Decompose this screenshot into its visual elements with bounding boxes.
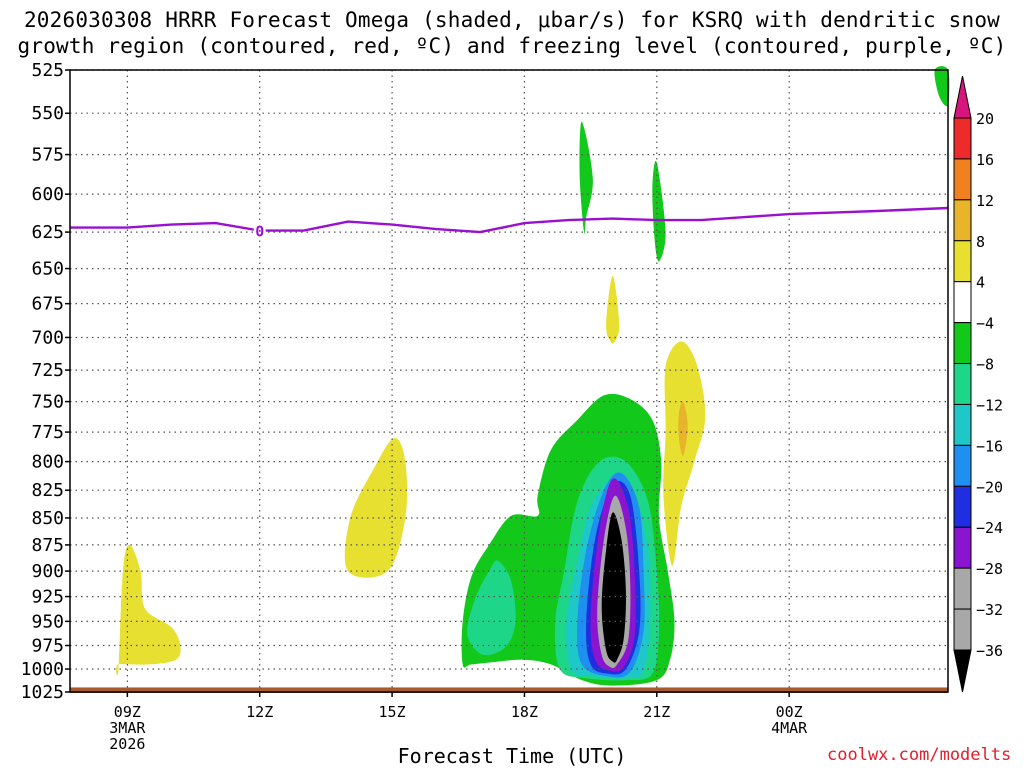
y-tick-label: 850 (31, 508, 64, 529)
omega-region-black-core (601, 512, 626, 663)
x-tick-label: 00Z (776, 703, 803, 721)
y-tick-label: 825 (31, 480, 64, 501)
y-tick-label: 525 (31, 60, 64, 81)
y-tick-label: 600 (31, 184, 64, 205)
x-tick-label: 15Z (379, 703, 406, 721)
ground-surface (70, 687, 948, 693)
colorbar-segment (953, 567, 972, 610)
y-tick-label: 775 (31, 422, 64, 443)
colorbar-top-arrow (953, 75, 972, 119)
colorbar-segment (953, 444, 972, 487)
omega-region-green-corner-27z (934, 66, 950, 107)
colorbar-label: −16 (976, 437, 1003, 455)
colorbar-label: −8 (976, 356, 994, 374)
chart-title-line-2: growth region (contoured, red, ºC) and f… (17, 34, 1007, 58)
colorbar-segment (953, 608, 972, 651)
colorbar-label: 8 (976, 233, 985, 251)
colorbar-label: 20 (976, 110, 994, 128)
y-tick-label: 1025 (21, 682, 64, 703)
colorbar-label: −20 (976, 478, 1003, 496)
y-tick-label: 700 (31, 327, 64, 348)
freezing-level-layer: 0 (70, 206, 949, 241)
colorbar-label: 4 (976, 274, 985, 292)
omega-region-yellow-0900 (116, 544, 181, 676)
colorbar-label: −12 (976, 396, 1003, 414)
colorbar-label: −36 (976, 642, 1003, 660)
colorbar: 20 16 12 8 4 −4 −8 −12 −16 −20 −24 −28 −32 −36 (953, 75, 1003, 693)
omega-region-green-spike-21z (652, 160, 666, 262)
omega-region-yellow-spike-20z (606, 275, 620, 344)
plot-frame (69, 69, 949, 693)
omega-fill-layer (70, 66, 950, 693)
x-axis-label: Forecast Time (UTC) (397, 744, 627, 768)
colorbar-segment (953, 526, 972, 569)
colorbar-label: −4 (976, 315, 994, 333)
colorbar-label: 12 (976, 192, 994, 210)
omega-region-green-spike-19z (579, 121, 593, 235)
y-tick-label: 800 (31, 452, 64, 473)
colorbar-label: 16 (976, 151, 994, 169)
x-tick-label: 12Z (246, 703, 273, 721)
y-tick-label: 925 (31, 587, 64, 608)
colorbar-segment (953, 199, 972, 242)
colorbar-segment (953, 322, 972, 365)
y-tick-label: 575 (31, 145, 64, 166)
y-tick-label: 975 (31, 636, 64, 657)
x-tick-label: 21Z (643, 703, 670, 721)
x-tick-label: 4MAR (771, 719, 808, 737)
y-tick-label: 550 (31, 103, 64, 124)
x-tick-label: 18Z (511, 703, 538, 721)
y-tick-label: 675 (31, 294, 64, 315)
source-credit: coolwx.com/modelts (827, 745, 1012, 765)
colorbar-segment (953, 158, 972, 201)
colorbar-bottom-arrow (953, 649, 972, 693)
colorbar-segment (953, 281, 972, 324)
y-tick-label: 650 (31, 259, 64, 280)
y-tick-label: 725 (31, 360, 64, 381)
colorbar-label: −28 (976, 560, 1003, 578)
omega-region-orange-22z (678, 401, 688, 457)
x-tick-label: 09Z (114, 703, 141, 721)
y-tick-label: 875 (31, 535, 64, 556)
freezing-level-label-bg (253, 222, 266, 239)
x-tick-label: 3MAR (109, 719, 146, 737)
omega-region-teal-blob-17z (467, 560, 516, 656)
axes-layer: 525 550 575 600 625 650 675 700 725 750 775 800 825 8… (21, 60, 949, 753)
x-tick-label: 2026 (109, 735, 145, 753)
y-tick-label: 950 (31, 611, 64, 632)
y-tick-label: 1000 (21, 659, 64, 680)
colorbar-label: −32 (976, 601, 1003, 619)
colorbar-segment (953, 240, 972, 283)
colorbar-segment (953, 117, 972, 160)
y-tick-label: 900 (31, 561, 64, 582)
colorbar-segment (953, 403, 972, 446)
chart-title-line-1: 2026030308 HRRR Forecast Omega (shaded, … (23, 8, 1001, 32)
colorbar-segment (953, 485, 972, 528)
freezing-level-line (70, 206, 949, 234)
colorbar-label: −24 (976, 519, 1003, 537)
freezing-level-label: 0 (255, 223, 264, 241)
colorbar-segment (953, 363, 972, 405)
y-tick-label: 750 (31, 392, 64, 413)
y-tick-label: 625 (31, 222, 64, 243)
omega-region-yellow-22z (663, 341, 706, 566)
